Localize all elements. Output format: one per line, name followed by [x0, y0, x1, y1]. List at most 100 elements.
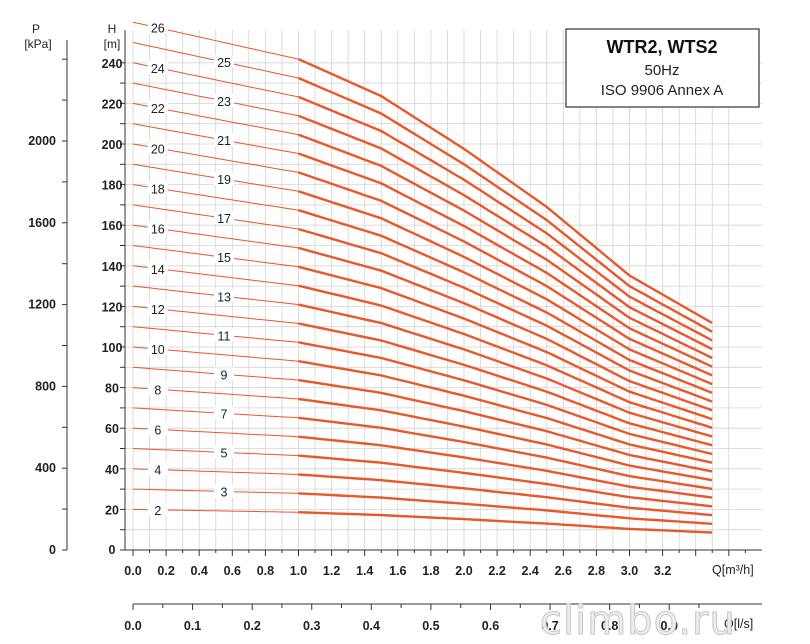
q-tick-label: 2.6: [555, 564, 572, 578]
curve-7: [298, 416, 713, 491]
curve-16: [298, 246, 713, 412]
curve-label-11: 11: [218, 329, 231, 343]
curve-11: [298, 341, 713, 456]
title-box: WTR2, WTS2 50Hz ISO 9906 Annex A: [565, 28, 760, 108]
q-tick-label: 2.8: [588, 564, 605, 578]
curve-label-bg: [147, 181, 168, 195]
h-axis-unit: [m]: [104, 37, 121, 51]
tick-labels: 0204060801001201401601802002202400400800…: [28, 57, 746, 633]
curve-21: [298, 152, 713, 368]
curve-label-bg: [214, 211, 235, 225]
curve-label-18: 18: [151, 182, 165, 196]
curve-label-6: 6: [154, 423, 161, 437]
curve-label-bg: [214, 484, 235, 498]
curve-4: [298, 473, 713, 517]
curve-label-13: 13: [217, 290, 231, 304]
curve-label-bg: [147, 422, 168, 436]
curve-label-bg: [214, 289, 235, 303]
curve-label-bg: [214, 133, 235, 147]
curve-label-22: 22: [151, 102, 165, 116]
curve-10: [298, 360, 713, 464]
curve-22: [298, 133, 713, 360]
curve-label-14: 14: [151, 263, 165, 277]
h-axis-label: H: [108, 22, 117, 36]
q-tick-label: 1.2: [323, 564, 340, 578]
curve-24: [298, 95, 713, 342]
q-tick-label: 3.2: [654, 564, 671, 578]
curve-label-bg: [147, 462, 168, 476]
q-ls-tick-label: 0.8: [601, 619, 618, 633]
h-tick-label: 180: [102, 179, 123, 193]
curve-label-10: 10: [151, 343, 165, 357]
q-tick-label: 3.0: [621, 564, 638, 578]
h-tick-label: 160: [102, 219, 123, 233]
curve-label-bg: [214, 55, 235, 69]
curve-label-21: 21: [217, 134, 231, 148]
curve-label-bg: [147, 60, 168, 74]
curve-label-9: 9: [221, 368, 228, 382]
q-tick-label: 2.4: [522, 564, 539, 578]
q-tick-label: 0.0: [124, 564, 141, 578]
curve-label-bg: [214, 445, 235, 459]
curve-8: [298, 397, 713, 482]
curve-20: [298, 171, 713, 377]
curve-label-4: 4: [154, 464, 161, 478]
curve-label-bg: [147, 101, 168, 115]
curve-label-bg: [214, 94, 235, 108]
curve-label-bg: [147, 502, 168, 516]
h-tick-label: 140: [102, 260, 123, 274]
p-tick-label: 800: [35, 379, 56, 393]
curve-label-bg: [214, 250, 235, 264]
q-tick-label: 2.0: [455, 564, 472, 578]
curve-19: [298, 190, 713, 386]
curve-17: [298, 227, 713, 403]
h-tick-label: 60: [105, 422, 119, 436]
p-tick-label: 1600: [28, 216, 56, 230]
curve-2: [298, 511, 713, 534]
curve-label-23: 23: [217, 95, 231, 109]
q-tick-label: 1.0: [290, 564, 307, 578]
curve-25: [298, 76, 713, 333]
curve-label-5: 5: [221, 446, 228, 460]
curve-9: [298, 378, 713, 473]
q-ls-tick-label: 0.9: [661, 619, 678, 633]
watermark: climbo.ru: [540, 598, 736, 644]
curve-14: [298, 284, 713, 429]
curve-label-bg: [214, 367, 235, 381]
curve-label-17: 17: [217, 212, 231, 226]
curve-label-3: 3: [221, 485, 228, 499]
curve-label-20: 20: [151, 142, 165, 156]
q-ls-tick-label: 0.6: [482, 619, 499, 633]
q-tick-label: 0.4: [191, 564, 208, 578]
curve-label-bg: [214, 172, 235, 186]
q-tick-label: 0.2: [157, 564, 174, 578]
p-axis-unit: [kPa]: [24, 37, 51, 51]
curve-26: [298, 58, 713, 325]
p-axis-label: P: [32, 22, 40, 36]
p-tick-label: 0: [49, 543, 56, 557]
curve-label-25: 25: [217, 56, 231, 70]
curve-12: [298, 322, 713, 447]
q-tick-label: 1.6: [389, 564, 406, 578]
q-tick-label: 1.4: [356, 564, 373, 578]
curve-23: [298, 114, 713, 351]
h-tick-label: 80: [105, 382, 119, 396]
q-ls-tick-label: 0.2: [243, 619, 260, 633]
chart-subtitle-frequency: 50Hz: [644, 62, 679, 79]
curve-label-bg: [214, 328, 235, 342]
curve-label-2: 2: [154, 504, 161, 518]
h-tick-label: 20: [105, 503, 119, 517]
p-tick-label: 1200: [28, 298, 56, 312]
curve-18: [298, 209, 713, 395]
curve-label-19: 19: [217, 173, 231, 187]
curve-label-26: 26: [151, 22, 165, 36]
chart-title: WTR2, WTS2: [607, 37, 718, 57]
curve-label-bg: [147, 141, 168, 155]
q-ls-tick-label: 0.3: [303, 619, 320, 633]
chart-subtitle-standard: ISO 9906 Annex A: [601, 82, 724, 99]
q-m3h-axis-label: Q[m³/h]: [712, 563, 754, 577]
q-ls-tick-label: 0.0: [124, 619, 141, 633]
p-tick-label: 400: [35, 461, 56, 475]
curve-label-bg: [147, 342, 168, 356]
